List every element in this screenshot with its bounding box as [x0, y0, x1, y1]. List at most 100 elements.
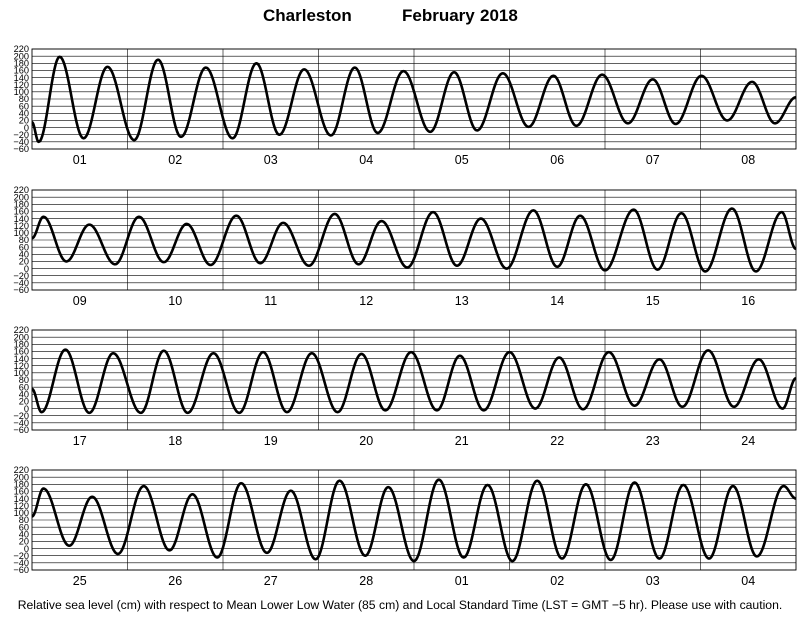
y-tick-label: 100	[14, 368, 29, 378]
day-label: 15	[646, 294, 660, 308]
year-title: 2018	[480, 6, 518, 25]
y-tick-label: 0	[24, 123, 29, 133]
y-tick-label: −20	[13, 551, 29, 561]
day-label: 04	[741, 574, 755, 588]
y-tick-label: 160	[14, 347, 29, 357]
y-tick-label: −20	[13, 411, 29, 421]
panel-frame	[31, 189, 797, 291]
y-tick-label: 20	[19, 397, 29, 407]
y-tick-label: −60	[13, 144, 29, 154]
y-tick-label: 140	[14, 354, 29, 364]
day-label: 19	[264, 434, 278, 448]
y-tick-label: 80	[19, 375, 29, 385]
y-tick-label: 160	[14, 66, 29, 76]
day-label: 17	[73, 434, 87, 448]
y-tick-label: 220	[14, 465, 29, 475]
y-tick-label: −40	[13, 278, 29, 288]
station-title: Charleston	[263, 6, 352, 25]
day-label: 16	[741, 294, 755, 308]
day-label: 25	[73, 574, 87, 588]
day-label: 06	[550, 153, 564, 167]
y-tick-label: 100	[14, 228, 29, 238]
day-label: 08	[741, 153, 755, 167]
day-label: 05	[455, 153, 469, 167]
y-tick-label: 60	[19, 101, 29, 111]
y-tick-label: 40	[19, 529, 29, 539]
day-label: 18	[168, 434, 182, 448]
y-tick-label: 0	[24, 404, 29, 414]
day-label: 04	[359, 153, 373, 167]
y-tick-label: 220	[14, 185, 29, 195]
y-tick-label: −60	[13, 425, 29, 435]
day-label: 28	[359, 574, 373, 588]
y-tick-label: 140	[14, 494, 29, 504]
y-tick-label: 120	[14, 221, 29, 231]
y-tick-label: 180	[14, 199, 29, 209]
y-tick-label: 180	[14, 479, 29, 489]
day-label: 12	[359, 294, 373, 308]
y-tick-label: 0	[24, 544, 29, 554]
y-tick-label: 200	[14, 332, 29, 342]
panel-frame	[31, 329, 797, 431]
y-tick-label: 160	[14, 207, 29, 217]
y-tick-label: 200	[14, 192, 29, 202]
day-label: 11	[264, 294, 277, 308]
y-tick-label: 120	[14, 501, 29, 511]
y-tick-label: 80	[19, 94, 29, 104]
panel-frame	[31, 48, 797, 150]
panel-frame	[31, 469, 797, 571]
tide-curve	[31, 207, 797, 273]
y-tick-label: −20	[13, 130, 29, 140]
day-label: 27	[264, 574, 278, 588]
y-tick-label: 80	[19, 235, 29, 245]
y-tick-label: 40	[19, 389, 29, 399]
y-tick-label: 160	[14, 487, 29, 497]
day-label: 02	[168, 153, 182, 167]
y-tick-label: −40	[13, 558, 29, 568]
day-label: 26	[168, 574, 182, 588]
y-tick-label: 200	[14, 472, 29, 482]
day-label: 13	[455, 294, 469, 308]
day-label: 02	[550, 574, 564, 588]
y-tick-label: 120	[14, 361, 29, 371]
y-tick-label: 140	[14, 73, 29, 83]
day-label: 10	[168, 294, 182, 308]
day-label: 22	[550, 434, 564, 448]
y-tick-label: 100	[14, 508, 29, 518]
y-tick-label: 180	[14, 339, 29, 349]
month-title: February	[402, 6, 475, 25]
day-label: 24	[741, 434, 755, 448]
y-tick-label: −40	[13, 137, 29, 147]
y-tick-label: 200	[14, 51, 29, 61]
y-tick-label: 120	[14, 80, 29, 90]
day-label: 14	[550, 294, 564, 308]
tide-curve	[31, 478, 797, 563]
y-tick-label: 140	[14, 214, 29, 224]
y-tick-label: 20	[19, 537, 29, 547]
y-tick-label: −60	[13, 565, 29, 575]
y-tick-label: 60	[19, 522, 29, 532]
y-tick-label: 0	[24, 264, 29, 274]
y-tick-label: 100	[14, 87, 29, 97]
day-label: 03	[646, 574, 660, 588]
y-tick-label: 40	[19, 249, 29, 259]
day-label: 21	[455, 434, 469, 448]
y-tick-label: −20	[13, 271, 29, 281]
tide-curve	[30, 55, 797, 144]
y-tick-label: 60	[19, 242, 29, 252]
day-label: 03	[264, 153, 278, 167]
y-tick-label: 40	[19, 108, 29, 118]
day-label: 20	[359, 434, 373, 448]
y-tick-label: 220	[14, 44, 29, 54]
day-label: 01	[455, 574, 469, 588]
y-tick-label: 20	[19, 257, 29, 267]
day-label: 07	[646, 153, 660, 167]
y-tick-label: 60	[19, 382, 29, 392]
y-tick-label: 180	[14, 58, 29, 68]
y-tick-label: 20	[19, 116, 29, 126]
y-tick-label: −40	[13, 418, 29, 428]
chart-caption: Relative sea level (cm) with respect to …	[17, 598, 783, 612]
y-tick-label: 220	[14, 325, 29, 335]
day-label: 01	[73, 153, 87, 167]
